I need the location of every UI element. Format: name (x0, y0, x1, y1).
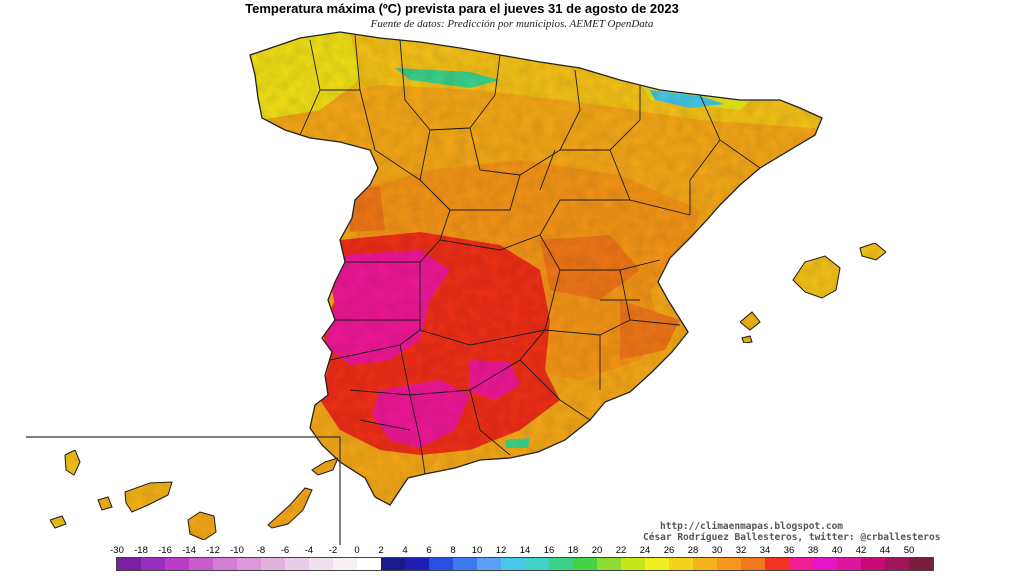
legend-tick-label: 12 (495, 545, 507, 556)
legend-swatch (357, 558, 381, 570)
legend-swatch (429, 558, 453, 570)
legend-swatch (117, 558, 141, 570)
legend-swatch (669, 558, 693, 570)
peninsula-map (249, 31, 823, 506)
legend-tick-label: 32 (735, 545, 747, 556)
legend-swatch (861, 558, 885, 570)
legend-swatch (141, 558, 165, 570)
legend-tick-label: -18 (134, 545, 148, 556)
legend-swatch (405, 558, 429, 570)
legend-swatch (765, 558, 789, 570)
legend-tick-label: -4 (304, 545, 314, 556)
legend-swatch (477, 558, 501, 570)
legend-swatch (213, 558, 237, 570)
map-subtitle: Fuente de datos: Predicción por municipi… (370, 18, 654, 30)
legend-swatch (501, 558, 525, 570)
legend-tick-label: -8 (256, 545, 266, 556)
province-borders (299, 34, 761, 475)
legend-tick-label: 28 (687, 545, 699, 556)
legend-tick-label: 8 (450, 545, 456, 556)
legend-swatch (789, 558, 813, 570)
legend-swatch (333, 558, 357, 570)
canarias-inset (26, 436, 341, 545)
legend-tick-label: 18 (567, 545, 579, 556)
legend-tick-label: 10 (471, 545, 483, 556)
legend-tick-label: 22 (615, 545, 627, 556)
legend-swatch (597, 558, 621, 570)
legend-swatch (813, 558, 837, 570)
legend-swatch (549, 558, 573, 570)
color-legend (116, 557, 934, 571)
legend-tick-label: -10 (230, 545, 244, 556)
credit-url: http://climaenmapas.blogspot.com (660, 521, 844, 532)
legend-tick-label: 34 (759, 545, 771, 556)
legend-tick-label: -16 (158, 545, 172, 556)
legend-tick-label: 2 (378, 545, 384, 556)
legend-swatch (693, 558, 717, 570)
legend-tick-label: 50 (903, 545, 915, 556)
legend-tick-label: -6 (280, 545, 290, 556)
legend-tick-label: 42 (855, 545, 867, 556)
legend-tick-label: 6 (426, 545, 432, 556)
legend-swatch (621, 558, 645, 570)
legend-swatch (309, 558, 333, 570)
legend-tick-label: 36 (783, 545, 795, 556)
legend-swatch (573, 558, 597, 570)
legend-swatch (237, 558, 261, 570)
legend-tick-label: 14 (519, 545, 531, 556)
map-title: Temperatura máxima (ºC) prevista para el… (245, 1, 679, 16)
legend-tick-label: -30 (110, 545, 124, 556)
legend-tick-label: -2 (328, 545, 338, 556)
legend-tick-label: 40 (831, 545, 843, 556)
legend-swatch (381, 558, 405, 570)
legend-tick-label: 4 (402, 545, 408, 556)
legend-swatch (285, 558, 309, 570)
legend-swatch (837, 558, 861, 570)
legend-tick-label: 20 (591, 545, 603, 556)
legend-swatch (909, 558, 933, 570)
legend-tick-label: -12 (206, 545, 220, 556)
legend-tick-labels: -30 -18 -16 -14 -12 -10 -8 -6 -4 -2 0 2 4 6 8 10 12 14 16 1… (0, 545, 1024, 557)
legend-swatch (525, 558, 549, 570)
legend-tick-label: 16 (543, 545, 555, 556)
legend-swatch (885, 558, 909, 570)
legend-swatch (741, 558, 765, 570)
legend-tick-label: 44 (879, 545, 891, 556)
legend-swatch (261, 558, 285, 570)
legend-swatch (165, 558, 189, 570)
legend-swatch (645, 558, 669, 570)
legend-tick-label: 24 (639, 545, 651, 556)
legend-swatch (453, 558, 477, 570)
legend-swatch (189, 558, 213, 570)
legend-tick-label: 26 (663, 545, 675, 556)
legend-swatch (717, 558, 741, 570)
legend-tick-label: 38 (807, 545, 819, 556)
baleares-islands (739, 242, 887, 344)
legend-tick-label: 30 (711, 545, 723, 556)
credit-author: César Rodríguez Ballesteros, twitter: @c… (643, 532, 941, 543)
legend-tick-label: 0 (354, 545, 360, 556)
legend-tick-label: -14 (182, 545, 196, 556)
